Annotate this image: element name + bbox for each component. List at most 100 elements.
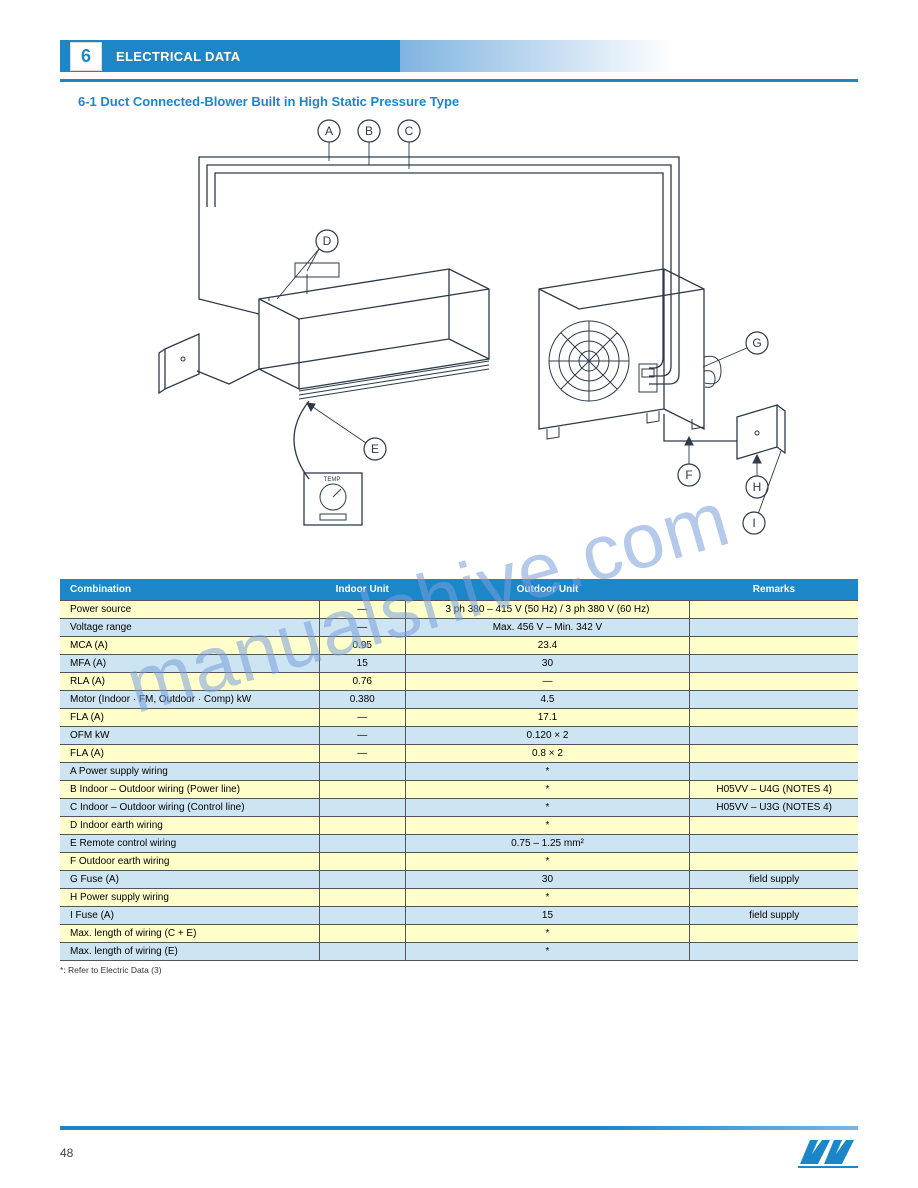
label-E: E <box>307 403 386 460</box>
svg-text:TEMP: TEMP <box>324 477 341 483</box>
table-cell: Voltage range <box>60 619 319 637</box>
table-cell <box>690 853 858 871</box>
table-row: A Power supply wiring * <box>60 763 858 781</box>
svg-text:G: G <box>752 336 761 350</box>
table-cell: * <box>405 925 690 943</box>
indoor-unit <box>259 263 489 399</box>
table-footnote: *: Refer to Electric Data (3) <box>60 965 858 975</box>
table-row: Max. length of wiring (E) * <box>60 943 858 961</box>
table-cell: Max. length of wiring (E) <box>60 943 319 961</box>
table-cell <box>319 925 405 943</box>
table-cell: — <box>319 709 405 727</box>
svg-text:F: F <box>685 468 692 482</box>
table-cell: Power source <box>60 601 319 619</box>
table-cell <box>319 835 405 853</box>
table-cell: 0.8 × 2 <box>405 745 690 763</box>
table-cell: H Power supply wiring <box>60 889 319 907</box>
table-cell <box>319 907 405 925</box>
table-row: FLA (A)—17.1 <box>60 709 858 727</box>
header-gradient <box>400 40 858 72</box>
svg-text:I: I <box>752 516 755 530</box>
table-row: Motor (Indoor · FM, Outdoor · Comp) kW0.… <box>60 691 858 709</box>
table-cell: MCA (A) <box>60 637 319 655</box>
table-cell: MFA (A) <box>60 655 319 673</box>
table-cell: H05VV – U4G (NOTES 4) <box>690 781 858 799</box>
section-header: 6 ELECTRICAL DATA <box>60 40 858 82</box>
page-number: 48 <box>60 1146 73 1160</box>
table-cell: FLA (A) <box>60 745 319 763</box>
table-cell: I Fuse (A) <box>60 907 319 925</box>
label-B: B <box>358 120 380 165</box>
table-row: Max. length of wiring (C + E) * <box>60 925 858 943</box>
table-row: Voltage range—Max. 456 V – Min. 342 V <box>60 619 858 637</box>
table-cell: field supply <box>690 907 858 925</box>
table-cell <box>319 943 405 961</box>
table-cell: OFM kW <box>60 727 319 745</box>
table-row: B Indoor – Outdoor wiring (Power line)*H… <box>60 781 858 799</box>
table-cell: * <box>405 943 690 961</box>
table-cell <box>690 637 858 655</box>
col-outdoor: Outdoor Unit <box>405 579 690 601</box>
table-cell <box>690 727 858 745</box>
table-cell: field supply <box>690 871 858 889</box>
table-cell <box>690 763 858 781</box>
table-cell <box>690 619 858 637</box>
label-A: A <box>318 120 340 161</box>
table-cell: — <box>319 745 405 763</box>
label-H: H <box>746 455 768 498</box>
table-cell: * <box>405 781 690 799</box>
table-cell <box>319 871 405 889</box>
table-cell <box>690 601 858 619</box>
table-cell: E Remote control wiring <box>60 835 319 853</box>
table-cell: 17.1 <box>405 709 690 727</box>
table-cell <box>319 799 405 817</box>
table-row: RLA (A)0.76— <box>60 673 858 691</box>
table-cell: * <box>405 853 690 871</box>
table-cell: — <box>319 619 405 637</box>
table-cell: 0.380 <box>319 691 405 709</box>
table-row: OFM kW—0.120 × 2 <box>60 727 858 745</box>
table-cell <box>319 763 405 781</box>
svg-text:B: B <box>365 124 373 138</box>
table-cell: A Power supply wiring <box>60 763 319 781</box>
table-row: I Fuse (A) 15field supply <box>60 907 858 925</box>
table-cell: — <box>319 601 405 619</box>
table-cell: 0.95 <box>319 637 405 655</box>
header-blue-bar: 6 ELECTRICAL DATA <box>60 40 400 72</box>
wiring-diagram: .ln { stroke:#2d3a4a; stroke-width:1.3; … <box>109 119 809 559</box>
table-cell: Max. length of wiring (C + E) <box>60 925 319 943</box>
label-C: C <box>398 120 420 169</box>
table-cell: 0.75 – 1.25 mm² <box>405 835 690 853</box>
table-cell: * <box>405 889 690 907</box>
label-G: G <box>703 332 768 367</box>
table-row: C Indoor – Outdoor wiring (Control line)… <box>60 799 858 817</box>
table-cell <box>690 925 858 943</box>
table-cell <box>690 745 858 763</box>
section-title: ELECTRICAL DATA <box>116 49 240 64</box>
table-header-row: Combination Indoor Unit Outdoor Unit Rem… <box>60 579 858 601</box>
table-cell <box>690 673 858 691</box>
table-cell <box>690 655 858 673</box>
brand-logo-icon <box>798 1136 858 1170</box>
section-number-badge: 6 <box>70 42 102 71</box>
table-cell: FLA (A) <box>60 709 319 727</box>
svg-text:D: D <box>323 234 332 248</box>
table-cell <box>319 781 405 799</box>
electrical-spec-table: Combination Indoor Unit Outdoor Unit Rem… <box>60 579 858 961</box>
table-cell: * <box>405 763 690 781</box>
wiring-diagram-container: .ln { stroke:#2d3a4a; stroke-width:1.3; … <box>60 119 858 559</box>
svg-text:H: H <box>753 480 762 494</box>
header-underline <box>60 79 858 82</box>
table-cell: — <box>319 727 405 745</box>
table-row: G Fuse (A) 30field supply <box>60 871 858 889</box>
table-cell: G Fuse (A) <box>60 871 319 889</box>
footer-divider <box>60 1126 858 1130</box>
table-row: MFA (A)1530 <box>60 655 858 673</box>
subsection-title: 6-1 Duct Connected-Blower Built in High … <box>78 94 858 109</box>
table-cell: 15 <box>405 907 690 925</box>
table-cell: 3 ph 380 – 415 V (50 Hz) / 3 ph 380 V (6… <box>405 601 690 619</box>
table-cell: F Outdoor earth wiring <box>60 853 319 871</box>
table-cell: 30 <box>405 871 690 889</box>
table-cell <box>690 835 858 853</box>
remote-controller: TEMP <box>294 401 362 525</box>
